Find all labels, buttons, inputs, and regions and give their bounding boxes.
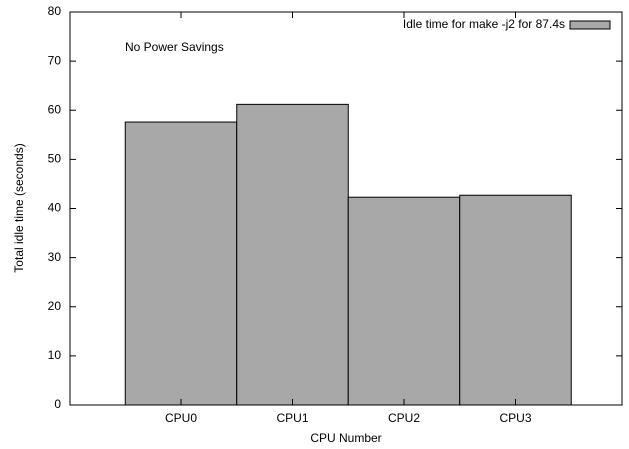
x-tick-label: CPU3 <box>499 411 531 425</box>
annotation: No Power Savings <box>125 40 224 54</box>
bar <box>236 103 349 406</box>
plot-frame <box>69 11 623 406</box>
y-tick-label: 20 <box>48 299 62 313</box>
y-tick-label: 80 <box>48 4 62 18</box>
bar <box>124 121 238 406</box>
y-tick-label: 50 <box>48 152 62 166</box>
y-axis-label: Total idle time (seconds) <box>12 143 26 272</box>
y-tick-label: 70 <box>48 53 62 67</box>
bar <box>459 194 572 406</box>
x-tick-label: CPU1 <box>276 411 308 425</box>
legend-label: Idle time for make -j2 for 87.4s <box>403 17 565 31</box>
x-tick-label: CPU0 <box>165 411 197 425</box>
legend-swatch <box>569 20 611 30</box>
y-tick-label: 0 <box>54 397 61 411</box>
x-tick-label: CPU2 <box>388 411 420 425</box>
bar <box>347 196 461 406</box>
x-axis-label: CPU Number <box>310 431 381 445</box>
y-tick-label: 40 <box>48 201 62 215</box>
y-tick-label: 30 <box>48 250 62 264</box>
y-tick-label: 60 <box>48 102 62 116</box>
y-tick-label: 10 <box>48 348 62 362</box>
